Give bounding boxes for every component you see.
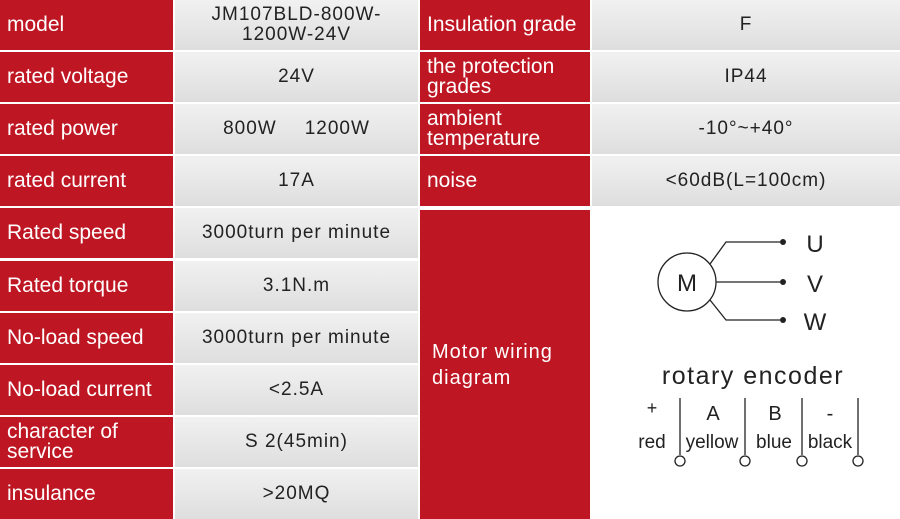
pin-top: A <box>706 403 720 425</box>
label-cell: rated power <box>0 104 173 155</box>
row-label: Rated torque <box>7 273 129 297</box>
label-cell: ambient temperature <box>420 104 590 155</box>
value-cell: <60dB(L=100cm) <box>592 156 900 207</box>
row-label: Insulation grade <box>427 13 577 37</box>
row-label: model <box>7 13 65 37</box>
value-cell: 24V <box>175 52 418 103</box>
row-label: Rated speed <box>7 221 127 245</box>
value-cell: 3000turn per minute <box>175 312 418 363</box>
pin-bottom: yellow <box>686 432 739 453</box>
label-cell: No-load speed <box>0 312 173 363</box>
label-cell: Insulation grade <box>420 0 590 51</box>
row-label: No-load speed <box>7 325 144 349</box>
row-value: 1200W <box>304 118 370 140</box>
value-cell: S 2(45min) <box>175 416 418 467</box>
label-cell: rated voltage <box>0 52 173 103</box>
row-value: F <box>739 14 753 36</box>
phase-label: V <box>807 271 823 298</box>
pin-bottom: black <box>808 432 853 453</box>
label-cell: insulance <box>0 468 173 519</box>
row-value: 17A <box>278 170 315 192</box>
row-label: rated current <box>7 169 127 193</box>
encoder-title: rotary encoder <box>662 362 844 390</box>
row-value: <2.5A <box>268 378 325 400</box>
row-label: insulance <box>7 481 96 505</box>
label-cell: noise <box>420 156 590 207</box>
value-cell: 3000turn per minute <box>175 208 418 259</box>
row-value: JM107BLD-800W-1200W-24V <box>211 4 382 46</box>
pin-bottom: blue <box>756 432 792 453</box>
row-label: ambient temperature <box>427 107 541 151</box>
row-label: No-load current <box>7 377 152 401</box>
wiring-label: Motor wiring diagram <box>432 340 553 389</box>
row-value: S 2(45min) <box>245 430 348 452</box>
label-cell: Rated speed <box>0 208 173 259</box>
motor-label: M <box>677 270 697 297</box>
value-cell: 17A <box>175 156 418 207</box>
row-value: IP44 <box>724 66 768 88</box>
label-cell: Rated torque <box>0 260 173 311</box>
row-value: <60dB(L=100cm) <box>665 170 827 192</box>
label-cell: rated current <box>0 156 173 207</box>
value-cell: JM107BLD-800W-1200W-24V <box>175 0 418 51</box>
label-cell: No-load current <box>0 364 173 415</box>
wiring-label-cell: Motor wiring diagram <box>420 210 590 519</box>
label-cell: model <box>0 0 173 51</box>
phase-label: U <box>806 231 823 258</box>
pin-top: B <box>768 403 781 425</box>
value-cell: >20MQ <box>175 468 418 519</box>
wiring-cell <box>592 210 900 519</box>
row-label: rated power <box>7 117 118 141</box>
pin-top: - <box>827 403 834 425</box>
value-cell: <2.5A <box>175 364 418 415</box>
pin-bottom: red <box>638 432 665 453</box>
row-value: -10°~+40° <box>698 118 794 140</box>
row-value: 3000turn per minute <box>201 222 392 244</box>
value-cell: F <box>592 0 900 51</box>
value-cell: 800W 1200W <box>175 104 418 155</box>
row-label: noise <box>427 169 478 193</box>
row-value: 3000turn per minute <box>201 326 392 348</box>
row-value: 24V <box>278 66 315 88</box>
label-cell: the protection grades <box>420 52 590 103</box>
row-value: >20MQ <box>262 482 331 504</box>
row-value: 3.1N.m <box>262 274 331 296</box>
row-value: 800W <box>223 118 277 140</box>
phase-label: W <box>804 309 827 336</box>
value-cell: IP44 <box>592 52 900 103</box>
row-label: the protection grades <box>427 55 555 99</box>
pin-top: + <box>647 398 658 418</box>
label-cell: character of service <box>0 416 173 467</box>
value-cell: -10°~+40° <box>592 104 900 155</box>
value-cell: 3.1N.m <box>175 260 418 311</box>
row-label: character of service <box>7 419 118 463</box>
row-label: rated voltage <box>7 65 129 89</box>
